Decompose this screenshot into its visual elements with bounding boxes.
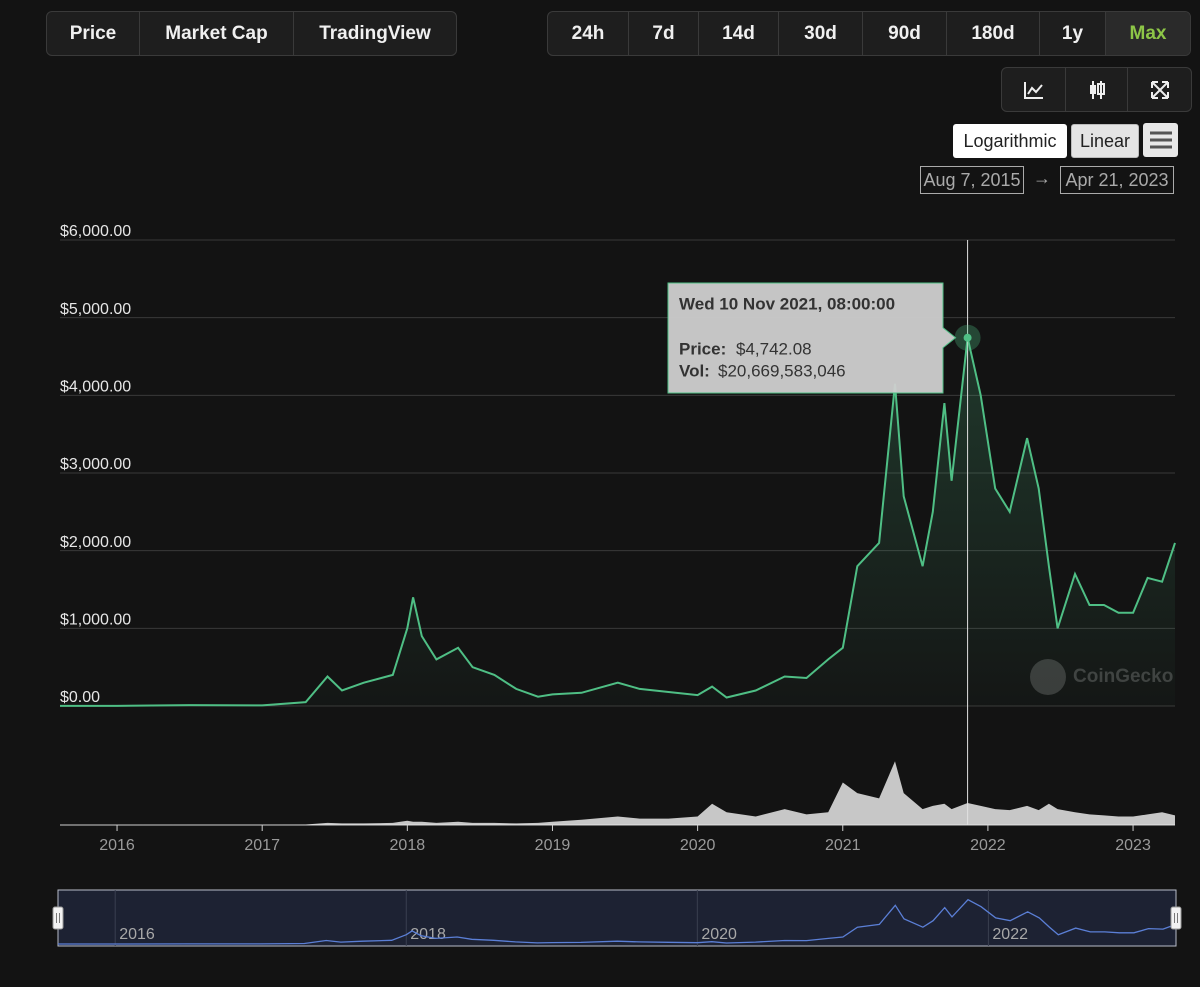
range-button[interactable]: 30d bbox=[779, 12, 863, 55]
x-tick-label: 2023 bbox=[1115, 837, 1151, 854]
navigator-handle[interactable] bbox=[52, 906, 64, 930]
range-button[interactable]: 180d bbox=[947, 12, 1040, 55]
tab-group: Price Market Cap TradingView bbox=[46, 11, 457, 56]
tooltip-price: $4,742.08 bbox=[736, 339, 812, 358]
range-button[interactable]: 1y bbox=[1040, 12, 1106, 55]
date-arrow: → bbox=[1033, 168, 1051, 188]
linear-scale-button[interactable]: Linear bbox=[1071, 124, 1139, 158]
x-tick-label: 2022 bbox=[970, 837, 1006, 854]
tooltip-date: Wed 10 Nov 2021, 08:00:00 bbox=[679, 294, 895, 313]
navigator-tick-label: 2022 bbox=[992, 926, 1028, 943]
y-tick-label: $2,000.00 bbox=[60, 534, 131, 551]
volume-area bbox=[60, 761, 1175, 825]
menu-icon bbox=[1149, 131, 1172, 149]
navigator-tick-label: 2020 bbox=[701, 926, 737, 943]
range-button[interactable]: 90d bbox=[863, 12, 947, 55]
x-tick-label: 2017 bbox=[244, 837, 280, 854]
expand-icon bbox=[1150, 80, 1169, 99]
price-line bbox=[60, 337, 1176, 707]
range-button[interactable]: 24h bbox=[548, 12, 629, 55]
x-tick-label: 2016 bbox=[99, 837, 135, 854]
date-from[interactable]: Aug 7, 2015 bbox=[920, 166, 1024, 194]
x-tick-label: 2018 bbox=[390, 837, 426, 854]
navigator-line bbox=[58, 898, 1177, 945]
tab-button[interactable]: Price bbox=[47, 12, 140, 55]
range-button[interactable]: 7d bbox=[629, 12, 699, 55]
range-group: 24h 7d 14d 30d 90d 180d 1y Max bbox=[547, 11, 1191, 56]
line-icon bbox=[1023, 81, 1043, 99]
y-tick-label: $4,000.00 bbox=[60, 379, 131, 396]
date-to[interactable]: Apr 21, 2023 bbox=[1060, 166, 1174, 194]
y-tick-label: $5,000.00 bbox=[60, 301, 131, 318]
x-tick-label: 2021 bbox=[825, 837, 861, 854]
candle-mode-button[interactable] bbox=[1066, 68, 1128, 111]
chart-mode-group bbox=[1001, 67, 1192, 112]
range-button[interactable]: Max bbox=[1106, 12, 1190, 55]
navigator-handle[interactable] bbox=[1170, 906, 1182, 930]
menu-button[interactable] bbox=[1143, 123, 1178, 157]
tab-button[interactable]: Market Cap bbox=[140, 12, 294, 55]
x-tick-label: 2020 bbox=[680, 837, 716, 854]
navigator-tick-label: 2018 bbox=[410, 926, 446, 943]
tooltip-box bbox=[667, 282, 957, 394]
x-tick-label: 2019 bbox=[535, 837, 571, 854]
tab-button[interactable]: TradingView bbox=[319, 22, 431, 44]
range-button[interactable]: 14d bbox=[699, 12, 779, 55]
tooltip-vol: $20,669,583,046 bbox=[718, 361, 846, 380]
y-tick-label: $6,000.00 bbox=[60, 223, 131, 240]
fullscreen-button[interactable] bbox=[1128, 68, 1191, 111]
log-scale-button[interactable]: Logarithmic bbox=[953, 124, 1067, 158]
y-tick-label: $0.00 bbox=[60, 689, 100, 706]
navigator-tick-label: 2016 bbox=[119, 926, 155, 943]
price-area bbox=[60, 337, 1175, 706]
hover-point bbox=[963, 333, 972, 342]
navigator bbox=[57, 889, 1177, 947]
candle-icon bbox=[1089, 80, 1105, 99]
tooltip-price-caption: Price: bbox=[679, 339, 726, 358]
line-mode-button[interactable] bbox=[1002, 68, 1066, 111]
y-tick-label: $3,000.00 bbox=[60, 456, 131, 473]
y-tick-label: $1,000.00 bbox=[60, 612, 131, 629]
tooltip-vol-caption: Vol: bbox=[679, 361, 710, 380]
